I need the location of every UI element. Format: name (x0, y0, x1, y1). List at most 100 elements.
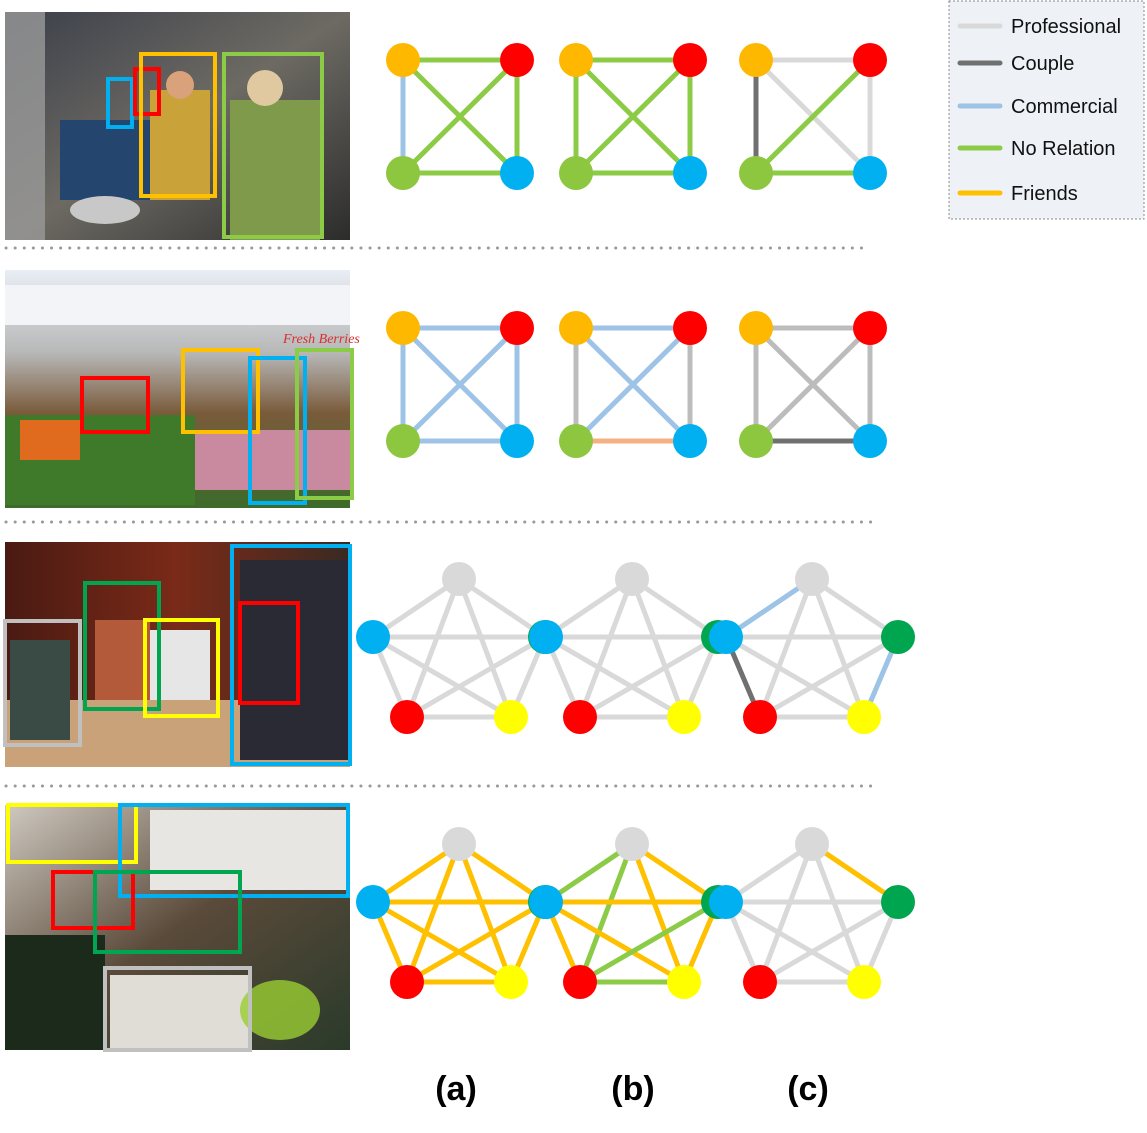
node-green (881, 620, 915, 654)
legend-label: Friends (1011, 183, 1078, 205)
node-orange (386, 311, 420, 345)
edge-friends (404, 841, 462, 985)
node-lightgreen (386, 156, 420, 190)
legend-label: Professional (1011, 16, 1121, 38)
node-orange (739, 311, 773, 345)
graph-r4-c2 (529, 827, 735, 999)
edge-friends (543, 899, 687, 985)
node-lightgreen (739, 424, 773, 458)
node-green (881, 885, 915, 919)
node-orange (386, 43, 420, 77)
node-red (673, 43, 707, 77)
node-blue (500, 156, 534, 190)
edge-commercial (400, 325, 520, 444)
node-gray (795, 562, 829, 596)
column-label-c: (c) (787, 1070, 829, 1108)
edge-no-relation (543, 841, 635, 905)
bounding-boxes (3, 52, 354, 1052)
node-red (563, 965, 597, 999)
node-blue (356, 620, 390, 654)
node-red (500, 311, 534, 345)
node-yellow (494, 965, 528, 999)
node-gray (795, 827, 829, 861)
edge-professional (809, 841, 867, 985)
node-red (673, 311, 707, 345)
node-red (743, 965, 777, 999)
node-blue (529, 620, 563, 654)
edge-friends (456, 841, 514, 985)
edge-professional (456, 576, 548, 640)
edge-no-relation (400, 57, 520, 176)
node-blue (673, 424, 707, 458)
node-blue (853, 156, 887, 190)
node-blue (500, 424, 534, 458)
edge-professional (577, 576, 635, 720)
edge-professional (404, 634, 548, 720)
graph-r4-c3 (709, 827, 915, 999)
graph-r2-c2 (559, 311, 707, 458)
edge-friends (370, 841, 462, 905)
edge-friends (404, 899, 548, 985)
graph-r1-c2 (559, 43, 707, 190)
node-red (390, 965, 424, 999)
graph-r4-c1 (356, 827, 562, 999)
node-orange (559, 43, 593, 77)
photo-row-1 (5, 12, 350, 240)
graph-r2-c1 (386, 311, 534, 458)
legend-label: Commercial (1011, 96, 1118, 118)
photo-sign-text: Fresh Berries (282, 332, 360, 347)
edge-professional (757, 576, 815, 720)
edge-professional (757, 899, 901, 985)
node-orange (559, 311, 593, 345)
node-lightgreen (739, 156, 773, 190)
node-yellow (667, 965, 701, 999)
edge-professional (723, 634, 867, 720)
node-lightgreen (386, 424, 420, 458)
graph-r2-c3 (739, 311, 887, 458)
node-lightgreen (559, 156, 593, 190)
node-red (500, 43, 534, 77)
graph-r1-c3 (739, 43, 887, 190)
edge-professional (456, 576, 514, 720)
edge-friends (629, 841, 687, 985)
node-blue (709, 885, 743, 919)
node-gray (442, 827, 476, 861)
node-lightgreen (559, 424, 593, 458)
node-blue (709, 620, 743, 654)
edge-friends (629, 841, 721, 905)
photo-row-4 (5, 805, 350, 1050)
graph-r1-c1 (386, 43, 534, 190)
edge-professional (577, 634, 721, 720)
edge-commercial (573, 325, 693, 444)
legend-label: No Relation (1011, 138, 1116, 160)
edge-professional (757, 841, 815, 985)
photo-row-2: Fresh Berries (5, 270, 360, 508)
column-label-b: (b) (611, 1070, 654, 1108)
edge-professional (370, 576, 462, 640)
node-yellow (667, 700, 701, 734)
edge-professional (629, 576, 687, 720)
node-blue (853, 424, 887, 458)
graph-r3-c2 (529, 562, 735, 734)
edge-professional (809, 576, 901, 640)
edge-commercial (723, 576, 815, 640)
node-blue (529, 885, 563, 919)
edge-professional (723, 841, 815, 905)
edge-professional (543, 634, 687, 720)
legend: Professional Couple Commercial No Relation F… (948, 0, 1145, 220)
edge-friends (456, 841, 548, 905)
graph-r3-c3 (709, 562, 915, 734)
node-yellow (847, 965, 881, 999)
edge-friends (809, 841, 901, 905)
legend-box (948, 0, 1145, 220)
node-yellow (494, 700, 528, 734)
node-blue (673, 156, 707, 190)
edge-professional (809, 576, 867, 720)
node-red (563, 700, 597, 734)
edge-professional (757, 634, 901, 720)
row-separators (4, 246, 880, 788)
edge-no-relation (577, 899, 721, 985)
relation-graphs (356, 43, 915, 999)
node-red (853, 311, 887, 345)
